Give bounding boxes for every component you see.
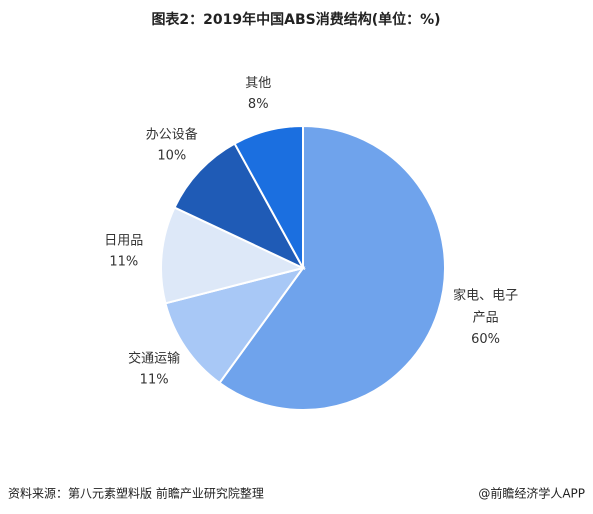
pie-slice — [160, 206, 306, 305]
pie-slice — [173, 142, 306, 271]
value-label: 11% — [140, 373, 169, 388]
slice-label: 日用品 — [104, 234, 143, 249]
value-label: 60% — [471, 332, 500, 347]
slice-label: 交通运输 — [128, 351, 180, 367]
pie-slice — [233, 124, 304, 269]
value-label: 10% — [157, 148, 186, 163]
pie-slice — [218, 124, 446, 411]
chart-title: 图表2：2019年中国ABS消费结构(单位：%) — [151, 11, 440, 28]
footer: @前瞻经济学人APP — [478, 486, 585, 501]
slice-label: 家电、电子产品 — [453, 287, 518, 325]
value-label: 11% — [109, 255, 138, 270]
value-label: 8% — [248, 97, 269, 112]
slice-label: 其他 — [245, 76, 271, 91]
slice-label: 办公设备 — [146, 126, 198, 142]
source: 资料来源：第八元素塑料版 前瞻产业研究院整理 — [8, 486, 264, 501]
pie-slice — [164, 266, 306, 385]
